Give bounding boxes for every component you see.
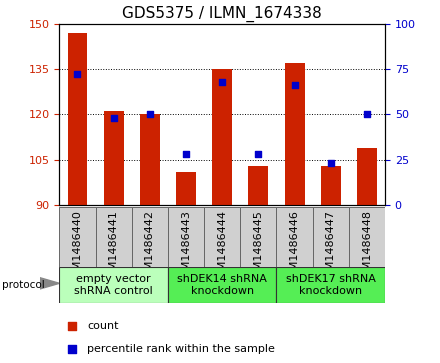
Bar xyxy=(59,207,95,267)
Text: shDEK14 shRNA
knockdown: shDEK14 shRNA knockdown xyxy=(177,274,267,296)
Bar xyxy=(357,148,377,205)
Text: GSM1486440: GSM1486440 xyxy=(73,210,82,285)
Point xyxy=(255,151,262,157)
Text: GSM1486448: GSM1486448 xyxy=(362,210,372,285)
Bar xyxy=(140,114,160,205)
Bar xyxy=(104,111,124,205)
Text: GSM1486442: GSM1486442 xyxy=(145,210,155,285)
Point xyxy=(69,323,76,329)
Bar xyxy=(212,69,232,205)
Text: percentile rank within the sample: percentile rank within the sample xyxy=(87,344,275,354)
Point xyxy=(291,82,298,88)
Text: GSM1486446: GSM1486446 xyxy=(290,210,300,285)
Point xyxy=(110,115,117,121)
Bar xyxy=(59,267,168,303)
Point xyxy=(327,160,334,166)
Text: GSM1486445: GSM1486445 xyxy=(253,210,264,285)
Polygon shape xyxy=(40,278,59,289)
Text: count: count xyxy=(87,321,118,331)
Bar xyxy=(276,207,313,267)
Bar xyxy=(132,207,168,267)
Bar xyxy=(313,207,349,267)
Bar xyxy=(176,172,196,205)
Bar xyxy=(68,33,88,205)
Text: empty vector
shRNA control: empty vector shRNA control xyxy=(74,274,153,296)
Bar xyxy=(168,207,204,267)
Bar xyxy=(321,166,341,205)
Text: GSM1486447: GSM1486447 xyxy=(326,210,336,285)
Bar xyxy=(285,63,304,205)
Point xyxy=(219,79,226,85)
Text: GSM1486444: GSM1486444 xyxy=(217,210,227,285)
Point xyxy=(147,111,154,117)
Bar xyxy=(240,207,276,267)
Text: shDEK17 shRNA
knockdown: shDEK17 shRNA knockdown xyxy=(286,274,376,296)
Bar xyxy=(168,267,276,303)
Text: GSM1486443: GSM1486443 xyxy=(181,210,191,285)
Point xyxy=(74,72,81,77)
Text: protocol: protocol xyxy=(2,280,45,290)
Text: GSM1486441: GSM1486441 xyxy=(109,210,119,285)
Point xyxy=(363,111,370,117)
Bar xyxy=(249,166,268,205)
Point xyxy=(183,151,190,157)
Bar xyxy=(95,207,132,267)
Point xyxy=(69,346,76,352)
Title: GDS5375 / ILMN_1674338: GDS5375 / ILMN_1674338 xyxy=(122,6,322,22)
Bar xyxy=(204,207,240,267)
Bar xyxy=(276,267,385,303)
Bar xyxy=(349,207,385,267)
